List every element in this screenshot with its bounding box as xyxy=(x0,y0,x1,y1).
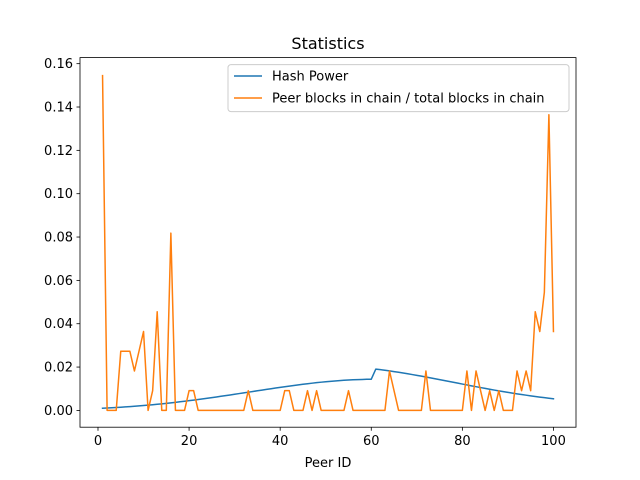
y-tick-label: 0.00 xyxy=(44,404,73,419)
x-axis: 0 20 40 60 80 100 xyxy=(94,427,566,449)
y-tick-label: 0.04 xyxy=(44,317,73,332)
y-tick-label: 0.14 xyxy=(44,101,73,116)
y-axis: 0.00 0.02 0.04 0.06 0.08 0.10 0.12 0.14 0.16 xyxy=(44,57,80,419)
x-tick-label: 20 xyxy=(181,434,198,449)
chart-title: Statistics xyxy=(291,34,364,53)
legend-box xyxy=(227,64,570,113)
series-line-hash-power xyxy=(101,368,555,409)
series-layer xyxy=(101,74,555,412)
y-tick-label: 0.10 xyxy=(44,187,73,202)
legend: Hash Power Peer blocks in chain / total … xyxy=(227,64,570,113)
y-tick-label: 0.06 xyxy=(44,274,73,289)
y-tick-label: 0.16 xyxy=(44,57,73,72)
x-tick-label: 0 xyxy=(94,434,102,449)
axes-frame xyxy=(79,57,577,428)
legend-label-hash-power: Hash Power xyxy=(272,70,349,85)
x-axis-label: Peer ID xyxy=(305,456,352,471)
y-tick-label: 0.02 xyxy=(44,361,73,376)
series-line-peer-blocks xyxy=(101,74,555,412)
y-tick-label: 0.12 xyxy=(44,144,73,159)
plot-area xyxy=(80,57,576,428)
y-tick-label: 0.08 xyxy=(44,231,73,246)
x-tick-label: 60 xyxy=(363,434,380,449)
x-tick-label: 40 xyxy=(272,434,289,449)
x-tick-label: 100 xyxy=(541,434,566,449)
legend-label-peer-blocks: Peer blocks in chain / total blocks in c… xyxy=(272,92,545,107)
x-tick-label: 80 xyxy=(454,434,471,449)
